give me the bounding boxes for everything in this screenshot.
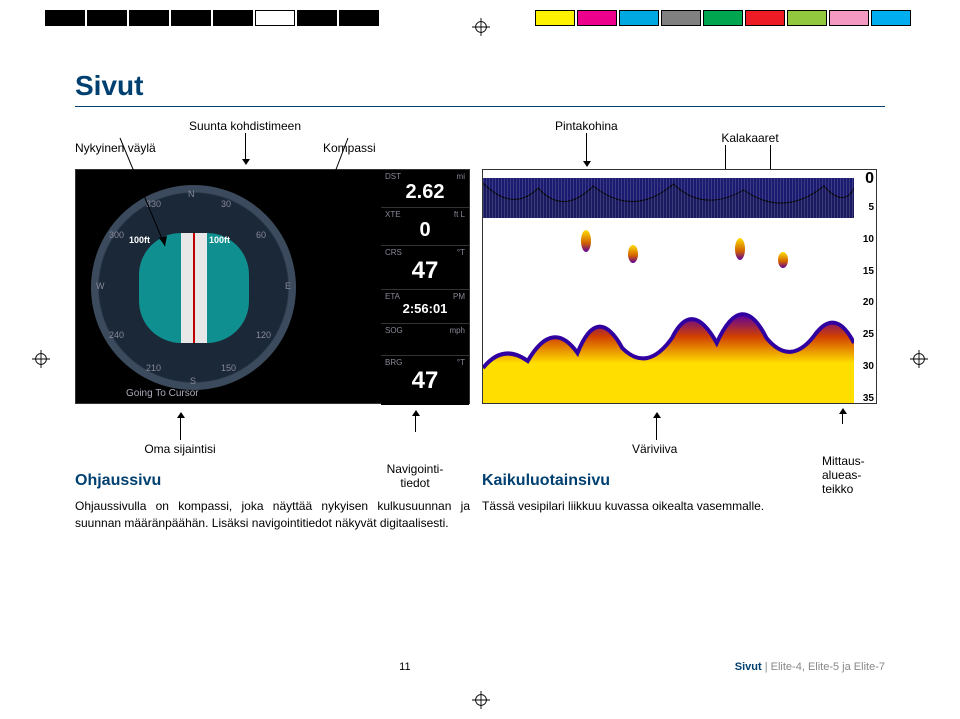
label-current-channel: Nykyinen väylä [75, 141, 156, 155]
brg-value: 47 [385, 367, 465, 395]
depth-scale: 05101520253035 [854, 170, 876, 403]
sonar-surface-clutter [483, 178, 854, 218]
steer-screen: N E S W 30 60 120 150 210 240 300 330 [75, 169, 470, 404]
xte-value: 0 [385, 219, 465, 242]
label-100ft-left: 100ft [129, 235, 150, 245]
fish-arch [735, 238, 745, 260]
label-compass: Kompassi [323, 141, 376, 155]
page-footer: 11 Sivut | Elite-4, Elite-5 ja Elite-7 [75, 661, 885, 673]
label-range-scale: Mittaus- alueas- teikko [822, 426, 882, 496]
label-colorline: Väriviiva [632, 442, 677, 456]
registration-mark-icon [910, 350, 928, 368]
going-to-cursor-label: Going To Cursor [126, 388, 199, 399]
registration-mark-icon [472, 691, 490, 709]
sonar-screen: 05101520253035 [482, 169, 877, 404]
dst-value: 2.62 [385, 181, 465, 204]
registration-mark-icon [32, 350, 50, 368]
fish-arch [778, 252, 788, 268]
page-number: 11 [399, 661, 410, 673]
nav-data-panel: DSTmi 2.62 XTEft L 0 CRS°T 47 ETAPM 2:56… [381, 170, 469, 405]
top-callout-labels: Nykyinen väylä Suunta kohdistimeen Kompa… [75, 119, 885, 169]
label-nav-data: Navigointi- tiedot [375, 434, 455, 490]
label-100ft-right: 100ft [209, 235, 230, 245]
sonar-section-header: Kaikuluotainsivu [482, 472, 877, 490]
compass: N E S W 30 60 120 150 210 240 300 330 [91, 185, 296, 390]
fish-arch [581, 230, 591, 252]
registration-mark-icon [472, 18, 490, 36]
page-title: Sivut [75, 70, 885, 107]
label-own-position: Oma sijaintisi [135, 442, 225, 456]
label-bearing: Suunta kohdistimeen [185, 119, 305, 161]
crs-value: 47 [385, 257, 465, 285]
sonar-section-body: Tässä vesipilari liikkuu kuvassa oikealt… [482, 498, 877, 515]
fish-arch [628, 245, 638, 263]
label-surface-noise: Pintakohina [555, 119, 618, 163]
steer-section-body: Ohjaussivulla on kompassi, joka näyttää … [75, 498, 470, 533]
eta-value: 2:56:01 [385, 301, 465, 316]
label-fish-arches: Kalakaaret [715, 131, 785, 145]
sonar-bottom [483, 283, 854, 403]
